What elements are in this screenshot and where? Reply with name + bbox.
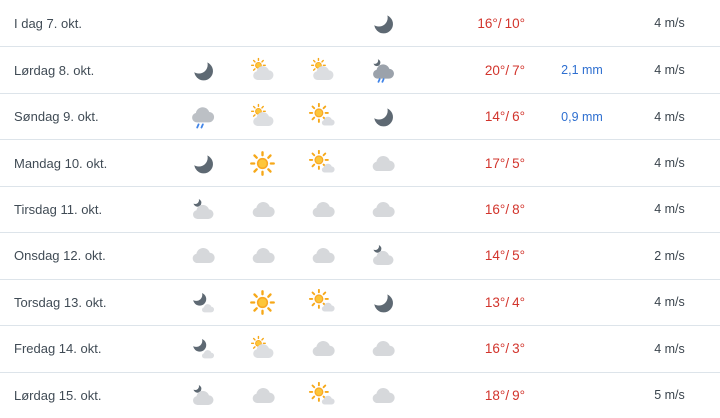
temp-separator: / [505,387,510,403]
temperature-high-low: 13°/4° [485,295,527,310]
sun-behind-cloud-icon [232,335,292,362]
cloudy-icon [352,196,412,223]
precipitation-value: 2,1 mm [561,63,603,78]
clear-night-icon [352,288,412,316]
temp-separator: / [505,155,510,171]
wind-speed: 4 m/s [654,341,685,356]
temp-high: 18° [484,387,506,403]
forecast-row[interactable]: Fredag 14. okt. 16°/3° 4 m/s [0,325,720,371]
forecast-row[interactable]: Tirsdag 11. okt. 16°/8° 4 m/s [0,185,720,232]
fair-night-icon [172,288,232,316]
sun-behind-cloud-icon [232,103,292,130]
day-label: Lørdag 15. okt. [14,387,102,403]
temp-low: 8° [512,201,525,217]
temp-low: 5° [512,248,525,264]
forecast-row[interactable]: Torsdag 13. okt. 13°/4° 4 m/s [0,278,720,325]
cloudy-icon [352,150,412,177]
temp-low: 6° [512,109,525,125]
temp-high: 14° [484,248,506,264]
day-label: Tirsdag 11. okt. [14,201,103,217]
wind-speed: 5 m/s [654,388,685,403]
clear-night-icon [352,103,412,130]
temp-low: 5° [512,155,525,171]
temp-separator: / [505,201,510,217]
day-label: Torsdag 13. okt. [14,294,107,310]
temp-high: 16° [477,15,498,31]
clear-night-icon [352,9,412,37]
forecast-row[interactable]: Lørdag 8. okt. 20°/7° 2,1 mm 4 m/s [0,46,720,92]
forecast-row[interactable]: Mandag 10. okt. 17°/5° 4 m/s [0,139,720,185]
temp-high: 17° [484,155,506,171]
temp-low: 7° [512,62,525,78]
forecast-row[interactable]: Lørdag 15. okt. 18°/9° 5 m/s [0,371,720,418]
temperature-high-low: 16°/10° [477,16,527,31]
clear-night-icon [172,149,232,177]
temp-low: 10° [504,15,525,31]
day-label: Lørdag 8. okt. [14,62,95,78]
cloudy-icon [292,242,352,269]
day-label: Mandag 10. okt. [14,155,108,171]
forecast-row[interactable]: Søndag 9. okt. 14°/6° 0,9 mm 4 m/s [0,92,720,139]
wind-speed: 4 m/s [654,202,685,217]
temp-separator: / [505,109,510,125]
temp-high: 16° [484,201,506,217]
sun-behind-cloud-icon [232,57,292,84]
temp-separator: / [497,15,502,31]
temp-low: 4° [512,294,525,310]
temperature-high-low: 14°/6° [485,109,527,124]
fair-day-icon [292,149,352,177]
clear-night-icon [172,56,232,84]
fair-night-icon [172,335,232,362]
wind-speed: 4 m/s [654,16,685,31]
fair-day-icon [292,103,352,130]
cloudy-icon [352,335,412,362]
wind-speed: 4 m/s [654,63,685,78]
rain-icon [172,103,232,130]
cloudy-icon [232,196,292,223]
temp-high: 14° [484,109,506,125]
temp-low: 3° [512,341,525,357]
sun-behind-cloud-icon [292,57,352,84]
temperature-high-low: 16°/8° [485,202,527,217]
temp-separator: / [505,294,510,310]
partly-cloudy-night-icon [172,196,232,223]
fair-day-icon [292,288,352,316]
fair-day-icon [292,381,352,409]
forecast-row[interactable]: Onsdag 12. okt. 14°/5° 2 m/s [0,232,720,278]
temp-separator: / [505,248,510,264]
cloudy-icon [232,382,292,409]
temp-high: 20° [484,62,506,78]
partly-cloudy-night-icon [172,382,232,409]
wind-speed: 4 m/s [654,295,685,310]
temperature-high-low: 20°/7° [485,63,527,78]
temp-separator: / [505,62,510,78]
forecast-row[interactable]: I dag 7. okt. 16°/10° 4 m/s [0,0,720,46]
rain-showers-night-icon [352,56,412,84]
temp-separator: / [505,341,510,357]
temp-high: 13° [484,294,506,310]
cloudy-icon [172,242,232,269]
partly-cloudy-night-icon [352,242,412,269]
wind-speed: 4 m/s [654,156,685,171]
day-label: Søndag 9. okt. [14,109,99,125]
sunny-icon [232,289,292,316]
cloudy-icon [232,242,292,269]
temp-low: 9° [512,387,525,403]
precipitation-value: 0,9 mm [561,109,603,124]
temperature-high-low: 18°/9° [485,388,527,403]
temp-high: 16° [484,341,506,357]
cloudy-icon [352,382,412,409]
temperature-high-low: 16°/3° [485,341,527,356]
day-label: Fredag 14. okt. [14,341,102,357]
wind-speed: 4 m/s [654,109,685,124]
sunny-icon [232,150,292,177]
wind-speed: 2 m/s [654,248,685,263]
cloudy-icon [292,335,352,362]
day-label: I dag 7. okt. [14,15,82,31]
temperature-high-low: 17°/5° [485,156,527,171]
day-label: Onsdag 12. okt. [14,248,106,264]
cloudy-icon [292,196,352,223]
temperature-high-low: 14°/5° [485,248,527,263]
